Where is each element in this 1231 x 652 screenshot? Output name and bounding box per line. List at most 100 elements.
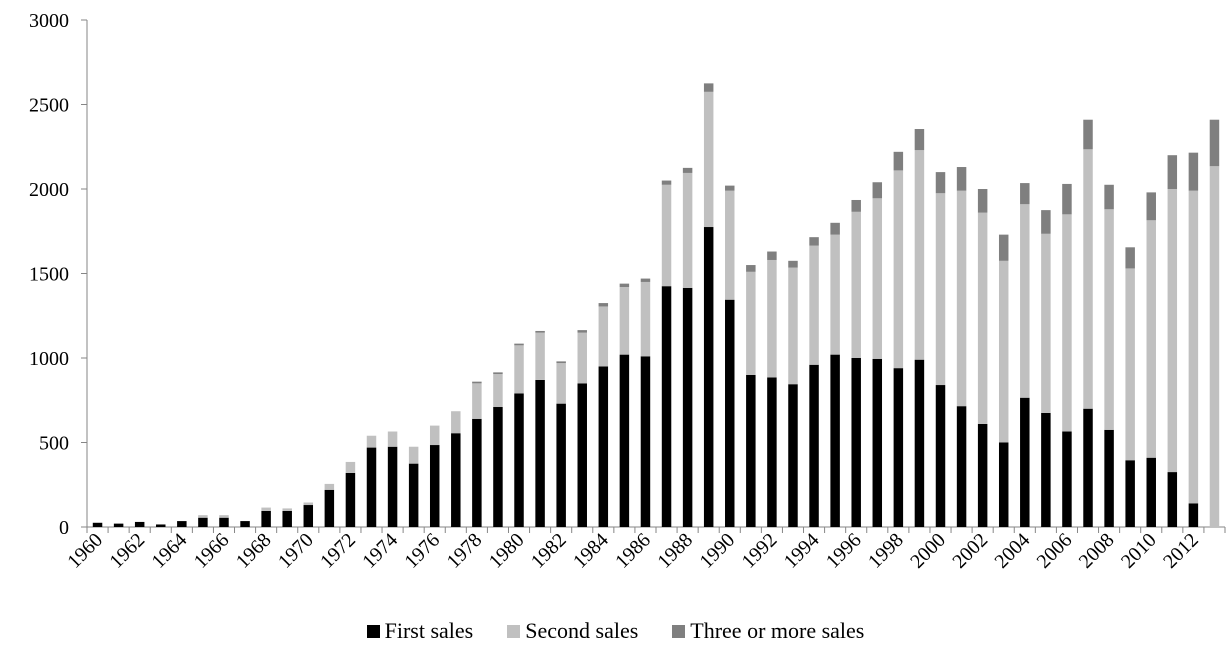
bars <box>92 83 1220 527</box>
bar-first-sales-1971 <box>324 489 335 527</box>
bar-three-or-more-sales-1999 <box>914 129 925 151</box>
x-tick-label: 1960 <box>63 529 107 573</box>
bar-three-or-more-sales-2001 <box>956 167 967 191</box>
bar-second-sales-1974 <box>387 431 398 447</box>
bar-second-sales-2008 <box>1104 209 1114 430</box>
bar-first-sales-1993 <box>788 384 798 527</box>
bar-second-sales-1980 <box>514 345 524 394</box>
bar-first-sales-1974 <box>387 446 398 527</box>
bar-second-sales-1982 <box>556 363 566 404</box>
bar-first-sales-1992 <box>767 377 777 527</box>
bar-second-sales-2003 <box>998 260 1009 443</box>
bar-first-sales-2004 <box>1020 397 1030 527</box>
bar-first-sales-1973 <box>366 447 377 527</box>
bar-three-or-more-sales-1997 <box>872 182 883 199</box>
y-tick-label: 500 <box>39 433 69 455</box>
bar-first-sales-1984 <box>598 366 609 527</box>
bar-second-sales-1966 <box>219 515 229 518</box>
y-tick-label: 0 <box>59 517 69 539</box>
bar-three-or-more-sales-1989 <box>703 83 714 92</box>
legend-swatch-first-sales <box>366 624 380 638</box>
bar-three-or-more-sales-1980 <box>514 343 524 346</box>
x-tick-label: 1980 <box>485 529 529 573</box>
bar-second-sales-1978 <box>472 383 482 419</box>
bar-first-sales-1963 <box>156 524 166 527</box>
bar-first-sales-1990 <box>725 299 735 527</box>
legend-item-second-sales[interactable]: Second sales <box>507 618 638 644</box>
bar-first-sales-1975 <box>408 463 419 527</box>
x-tick-label: 1992 <box>738 529 782 573</box>
bar-second-sales-1987 <box>661 184 672 287</box>
bar-second-sales-1979 <box>493 374 503 408</box>
bar-first-sales-1970 <box>303 505 314 527</box>
legend-label-three-or-more-sales: Three or more sales <box>690 618 865 643</box>
legend-item-first-sales[interactable]: First sales <box>366 618 473 644</box>
bar-first-sales-1965 <box>198 517 208 527</box>
bar-second-sales-1994 <box>809 245 819 365</box>
bar-three-or-more-sales-2002 <box>977 189 988 213</box>
bar-three-or-more-sales-2009 <box>1125 247 1135 269</box>
x-tick-label: 1966 <box>190 529 234 573</box>
bar-three-or-more-sales-1992 <box>767 251 777 260</box>
bar-first-sales-1967 <box>240 521 250 527</box>
legend-swatch-second-sales <box>507 624 521 638</box>
bar-second-sales-1997 <box>872 198 883 359</box>
bar-three-or-more-sales-1984 <box>598 303 609 307</box>
x-tick-label: 1978 <box>443 529 487 573</box>
x-tick-label: 1984 <box>569 529 613 573</box>
legend-item-three-or-more-sales[interactable]: Three or more sales <box>672 618 864 644</box>
bar-three-or-more-sales-2000 <box>935 172 946 194</box>
bar-second-sales-1965 <box>198 515 208 518</box>
bar-second-sales-1993 <box>788 267 798 385</box>
bar-first-sales-2008 <box>1104 429 1114 527</box>
bar-first-sales-1986 <box>640 356 651 527</box>
bar-first-sales-1996 <box>851 358 861 527</box>
bar-first-sales-2010 <box>1146 457 1156 527</box>
bar-first-sales-1977 <box>451 433 461 527</box>
bar-second-sales-1970 <box>303 502 314 506</box>
bar-three-or-more-sales-1982 <box>556 361 566 364</box>
bar-first-sales-2011 <box>1167 472 1178 527</box>
x-tick-label: 1976 <box>400 529 444 573</box>
bar-second-sales-1992 <box>767 259 777 378</box>
bar-second-sales-2004 <box>1020 204 1030 398</box>
bar-first-sales-1980 <box>514 393 524 527</box>
bar-first-sales-1998 <box>893 368 904 527</box>
bar-second-sales-2006 <box>1062 214 1072 432</box>
x-tick-label: 1970 <box>274 529 318 573</box>
bar-first-sales-1979 <box>493 407 503 527</box>
bar-first-sales-1966 <box>219 517 229 527</box>
bar-second-sales-1986 <box>640 281 651 357</box>
bar-second-sales-1969 <box>282 508 292 511</box>
x-tick-label: 1996 <box>822 529 866 573</box>
bar-second-sales-1998 <box>893 170 904 369</box>
bar-second-sales-1991 <box>746 271 756 375</box>
bar-first-sales-1960 <box>92 522 103 527</box>
bar-second-sales-1968 <box>261 507 271 511</box>
bar-first-sales-2001 <box>956 406 967 527</box>
bar-first-sales-1989 <box>703 227 714 527</box>
bar-first-sales-1961 <box>113 523 124 527</box>
x-axis: 1960196219641966196819701972197419761978… <box>63 526 1226 573</box>
bar-first-sales-2007 <box>1083 408 1093 527</box>
bar-first-sales-2005 <box>1041 412 1051 527</box>
bar-second-sales-1990 <box>725 190 735 300</box>
x-tick-label: 1994 <box>780 529 824 573</box>
bar-second-sales-2005 <box>1041 233 1051 413</box>
bar-three-or-more-sales-2008 <box>1104 184 1114 210</box>
bar-second-sales-1985 <box>619 287 630 355</box>
bar-first-sales-1995 <box>830 354 840 527</box>
bar-second-sales-2011 <box>1167 189 1178 473</box>
bar-three-or-more-sales-1995 <box>830 222 840 235</box>
bar-second-sales-1972 <box>345 461 356 473</box>
x-tick-label: 1990 <box>695 529 739 573</box>
x-tick-label: 1972 <box>316 529 360 573</box>
bar-second-sales-1976 <box>429 425 440 446</box>
legend-swatch-three-or-more-sales <box>672 624 686 638</box>
y-tick-label: 1500 <box>29 264 69 286</box>
bar-three-or-more-sales-1987 <box>661 180 672 185</box>
bar-three-or-more-sales-2007 <box>1083 119 1093 150</box>
bar-first-sales-2006 <box>1062 431 1072 527</box>
bar-first-sales-1969 <box>282 510 292 527</box>
bar-second-sales-2012 <box>1188 190 1199 504</box>
